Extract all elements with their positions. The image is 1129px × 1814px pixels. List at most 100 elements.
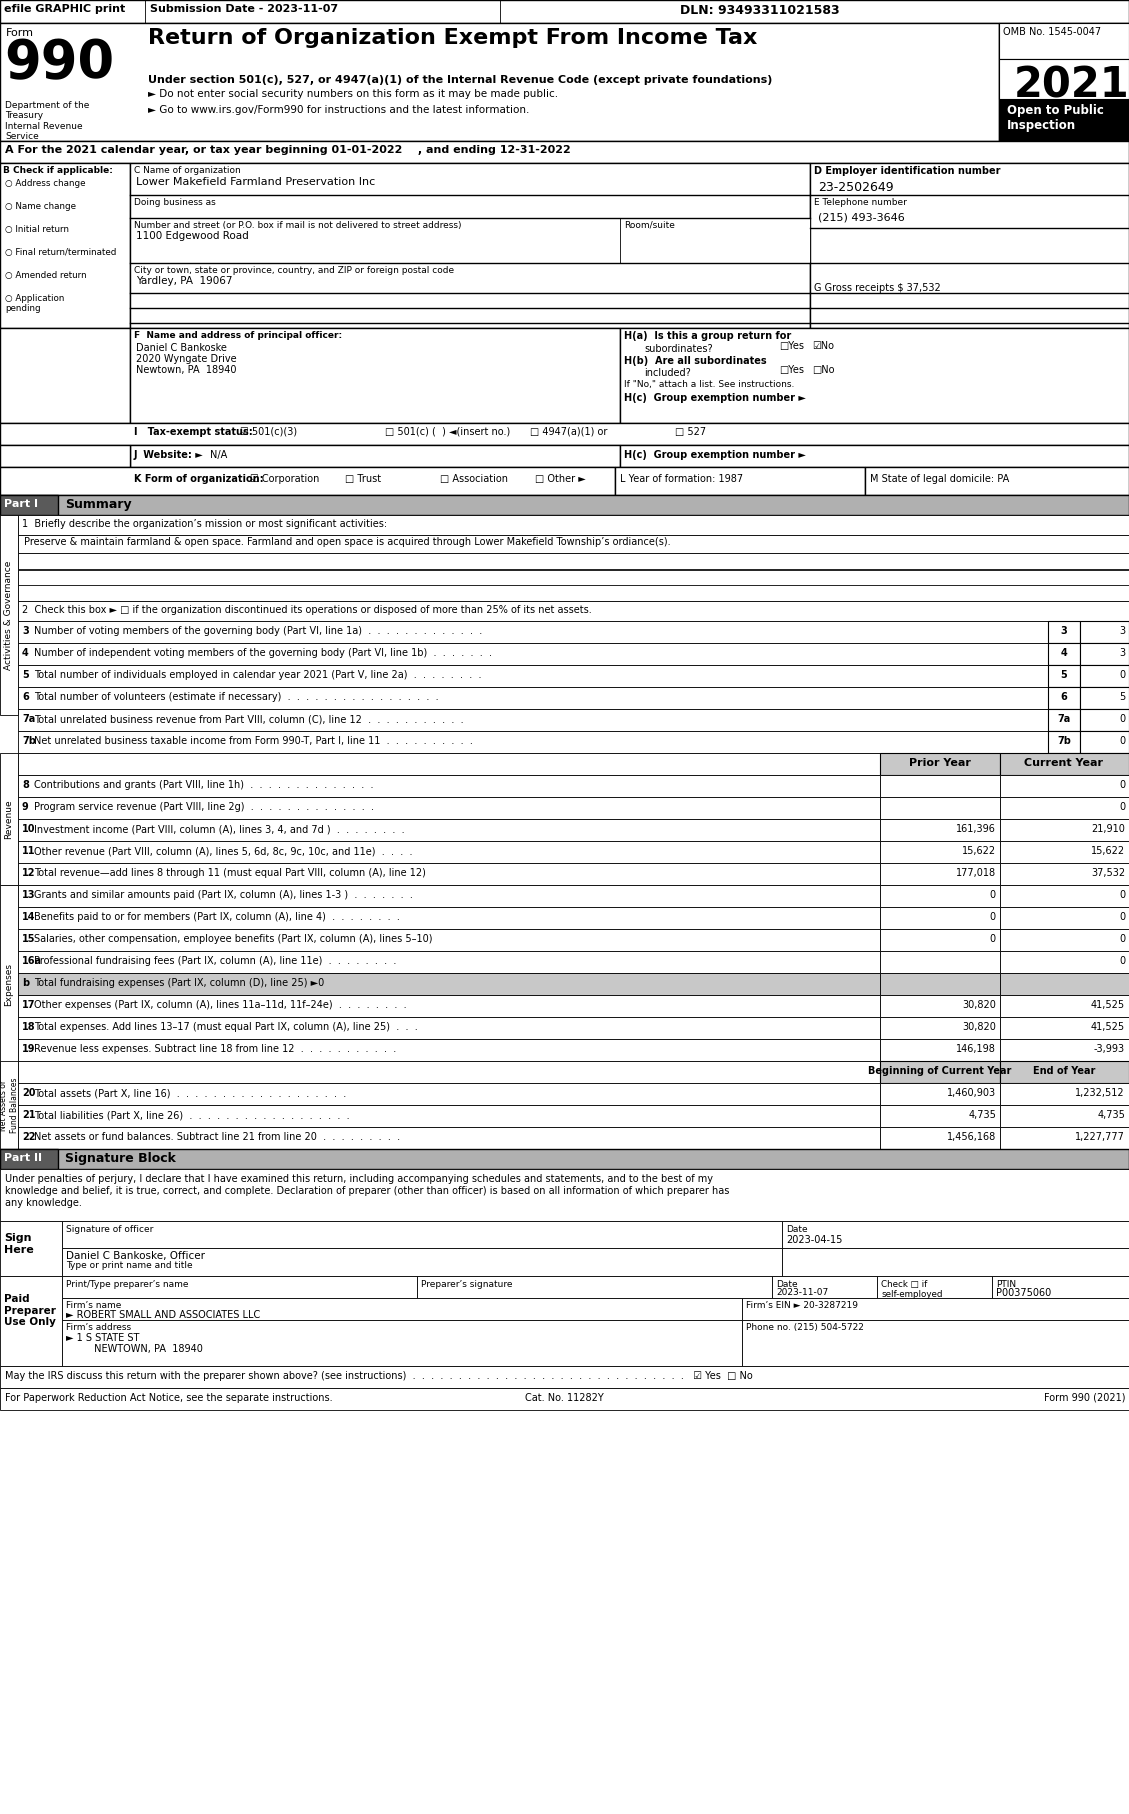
Bar [1080, 688, 1129, 709]
Text: 1,456,168: 1,456,168 [947, 1132, 996, 1143]
Text: 6: 6 [21, 691, 28, 702]
Text: End of Year: End of Year [1033, 1067, 1095, 1076]
Text: D Employer identification number: D Employer identification number [814, 167, 1000, 176]
Bar [772, 1275, 877, 1299]
Bar [0, 1388, 1129, 1409]
Text: 23-2502649: 23-2502649 [819, 181, 894, 194]
Bar [130, 163, 809, 328]
Text: 0: 0 [990, 934, 996, 943]
Text: 15,622: 15,622 [962, 845, 996, 856]
Text: 20: 20 [21, 1088, 35, 1097]
Text: Number of independent voting members of the governing body (Part VI, line 1b)  .: Number of independent voting members of … [34, 648, 492, 658]
Bar [1000, 1039, 1129, 1061]
Bar [0, 1148, 58, 1168]
Bar [18, 600, 1129, 620]
Text: Sign
Here: Sign Here [5, 1234, 34, 1255]
Text: 146,198: 146,198 [956, 1045, 996, 1054]
Text: 3: 3 [1119, 648, 1124, 658]
Text: 37,532: 37,532 [1091, 869, 1124, 878]
Text: □ Other ►: □ Other ► [535, 473, 586, 484]
Text: J  Website: ►: J Website: ► [134, 450, 203, 461]
Text: For Paperwork Reduction Act Notice, see the separate instructions.: For Paperwork Reduction Act Notice, see … [5, 1393, 333, 1402]
Text: 6: 6 [1060, 691, 1067, 702]
Text: Phone no. (215) 504-5722: Phone no. (215) 504-5722 [746, 1322, 864, 1331]
Text: 18: 18 [21, 1021, 36, 1032]
Text: M State of legal domicile: PA: M State of legal domicile: PA [870, 473, 1009, 484]
Text: F  Name and address of principal officer:: F Name and address of principal officer: [134, 330, 342, 339]
Bar [18, 885, 879, 907]
Text: 1  Briefly describe the organization’s mission or most significant activities:: 1 Briefly describe the organization’s mi… [21, 519, 387, 530]
Text: □ Association: □ Association [440, 473, 508, 484]
Bar [18, 842, 879, 863]
Text: Expenses: Expenses [5, 963, 14, 1005]
Text: Part I: Part I [5, 499, 38, 510]
Text: □Yes: □Yes [779, 341, 804, 350]
Text: Current Year: Current Year [1024, 758, 1103, 767]
Bar [18, 642, 1048, 666]
Bar [1048, 731, 1080, 753]
Bar [18, 951, 879, 972]
Text: 4: 4 [21, 648, 28, 658]
Text: 5: 5 [21, 669, 28, 680]
Bar [879, 1105, 1000, 1126]
Text: 12: 12 [21, 869, 35, 878]
Bar [1080, 642, 1129, 666]
Text: ► 1 S STATE ST: ► 1 S STATE ST [65, 1333, 139, 1342]
Text: ○ Application
pending: ○ Application pending [5, 294, 64, 314]
Text: 22: 22 [21, 1132, 35, 1143]
Text: OMB No. 1545-0047: OMB No. 1545-0047 [1003, 27, 1101, 36]
Bar [0, 1061, 18, 1148]
Text: B Check if applicable:: B Check if applicable: [3, 167, 113, 174]
Text: 2021: 2021 [1014, 65, 1129, 107]
Bar [130, 444, 620, 466]
Bar [0, 495, 1129, 515]
Text: L Year of formation: 1987: L Year of formation: 1987 [620, 473, 743, 484]
Text: 30,820: 30,820 [962, 1021, 996, 1032]
Bar [742, 1321, 1129, 1366]
Bar [18, 688, 1048, 709]
Text: Date: Date [776, 1281, 797, 1290]
Text: 1,232,512: 1,232,512 [1076, 1088, 1124, 1097]
Bar [130, 328, 620, 423]
Bar [1080, 620, 1129, 642]
Text: 0: 0 [1119, 891, 1124, 900]
Bar [18, 1083, 879, 1105]
Text: C Name of organization: C Name of organization [134, 167, 240, 174]
Bar [879, 1018, 1000, 1039]
Bar [879, 818, 1000, 842]
Text: ► Go to www.irs.gov/Form990 for instructions and the latest information.: ► Go to www.irs.gov/Form990 for instruct… [148, 105, 530, 114]
Text: 0: 0 [1119, 912, 1124, 922]
Text: 990: 990 [5, 36, 114, 89]
Text: 10: 10 [21, 824, 35, 834]
Text: ○ Address change: ○ Address change [5, 180, 86, 189]
Bar [62, 1221, 782, 1248]
Bar [879, 796, 1000, 818]
Bar [18, 863, 879, 885]
Text: Total liabilities (Part X, line 26)  .  .  .  .  .  .  .  .  .  .  .  .  .  .  .: Total liabilities (Part X, line 26) . . … [34, 1110, 350, 1119]
Bar [0, 1168, 1129, 1221]
Bar [879, 842, 1000, 863]
Bar [18, 731, 1048, 753]
Text: 0: 0 [1119, 802, 1124, 813]
Bar [1000, 1105, 1129, 1126]
Bar [1048, 688, 1080, 709]
Text: any knowledge.: any knowledge. [5, 1197, 82, 1208]
Text: H(b)  Are all subordinates: H(b) Are all subordinates [624, 356, 767, 366]
Bar [18, 996, 879, 1018]
Text: 15: 15 [21, 934, 35, 943]
Bar [879, 996, 1000, 1018]
Text: H(c)  Group exemption number ►: H(c) Group exemption number ► [624, 450, 806, 461]
Text: NEWTOWN, PA  18940: NEWTOWN, PA 18940 [65, 1344, 203, 1353]
Bar [1080, 666, 1129, 688]
Text: 4: 4 [1060, 648, 1067, 658]
Text: Cat. No. 11282Y: Cat. No. 11282Y [525, 1393, 603, 1402]
Text: Total revenue—add lines 8 through 11 (must equal Part VIII, column (A), line 12): Total revenue—add lines 8 through 11 (mu… [34, 869, 426, 878]
Text: efile GRAPHIC print: efile GRAPHIC print [5, 4, 125, 15]
Text: P00375060: P00375060 [996, 1288, 1051, 1299]
Bar [1000, 1083, 1129, 1105]
Bar [18, 818, 879, 842]
Text: 19: 19 [21, 1045, 35, 1054]
Bar [992, 1275, 1129, 1299]
Text: 11: 11 [21, 845, 35, 856]
Text: 9: 9 [21, 802, 28, 813]
